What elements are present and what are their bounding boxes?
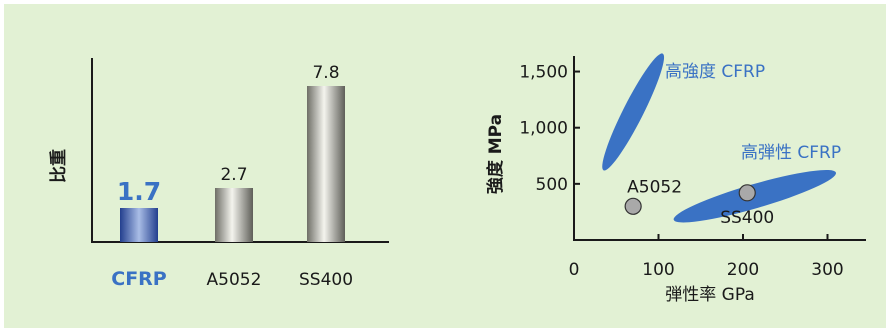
scatter-tick-group: 0 100 200 300 500 1,000 1,500 — [519, 63, 843, 280]
y-tick-label: 500 — [536, 175, 568, 195]
bar-category-label: CFRP — [111, 268, 167, 290]
bar-category-label: SS400 — [299, 270, 353, 290]
point-a5052 — [624, 197, 642, 215]
bar-y-axis-label: 比重 — [48, 149, 69, 183]
point-ss400 — [738, 184, 756, 202]
scatter-x-axis-label: 弾性率 GPa — [665, 285, 754, 305]
point-label: SS400 — [720, 208, 774, 228]
scatter-y-axis-label: 強度 MPa — [485, 114, 506, 194]
x-tick-label: 300 — [811, 260, 843, 280]
bar-cfrp — [120, 208, 158, 242]
y-tick-label: 1,500 — [519, 63, 568, 83]
scatter-point-group: A5052 SS400 — [624, 177, 774, 228]
bar-group: 1.7 CFRP 2.7 A5052 7.8 SS400 — [111, 63, 353, 290]
x-tick-label: 0 — [569, 260, 580, 280]
bar-category-label: A5052 — [207, 270, 262, 290]
region-label: 高強度 CFRP — [665, 62, 765, 82]
bar-value-label: 7.8 — [312, 63, 339, 83]
y-tick-label: 1,000 — [519, 119, 568, 139]
region-label: 高弾性 CFRP — [741, 143, 841, 163]
point-label: A5052 — [627, 177, 682, 197]
region-high-strength-cfrp — [602, 53, 665, 171]
x-tick-label: 200 — [727, 260, 759, 280]
bar-ss400 — [307, 86, 345, 242]
bar-chart: 比重 1.7 CFRP 2.7 A5052 7.8 SS400 — [48, 58, 389, 290]
bar-value-label: 2.7 — [220, 165, 247, 185]
chart-panel: 比重 1.7 CFRP 2.7 A5052 7.8 SS400 高強度 CFRP 高弾性 C… — [4, 4, 886, 328]
bar-value-label: 1.7 — [117, 177, 161, 206]
bar-a5052 — [215, 188, 253, 242]
scatter-chart: 高強度 CFRP 高弾性 CFRP 0 100 200 300 500 1,000 1,500… — [485, 53, 866, 305]
chart-canvas: 比重 1.7 CFRP 2.7 A5052 7.8 SS400 高強度 CFRP 高弾性 C… — [48, 53, 866, 305]
x-tick-label: 100 — [642, 260, 674, 280]
